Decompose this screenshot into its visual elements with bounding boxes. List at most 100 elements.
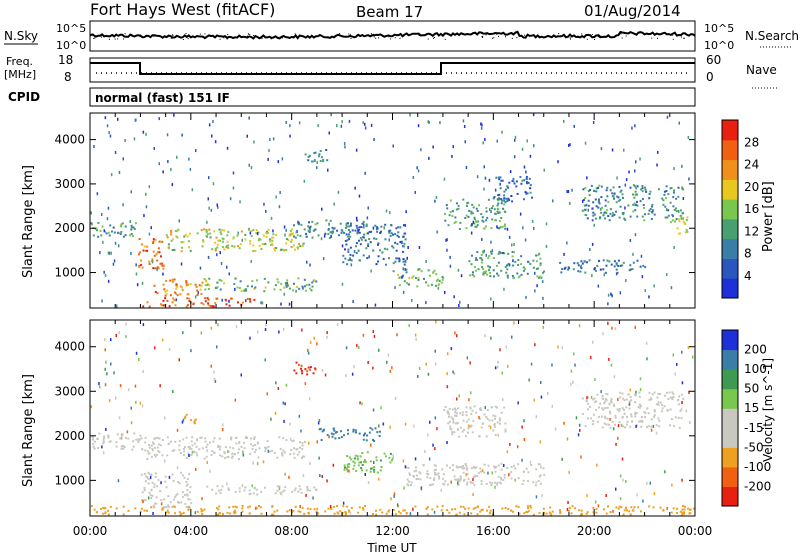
data-cell xyxy=(391,366,393,370)
data-cell xyxy=(394,286,396,290)
data-cell xyxy=(579,270,582,273)
noise-search-point xyxy=(384,35,386,37)
data-cell xyxy=(489,266,492,269)
data-cell xyxy=(604,217,606,220)
data-cell xyxy=(350,263,353,267)
data-cell xyxy=(316,222,319,225)
data-cell xyxy=(333,512,336,515)
data-cell xyxy=(210,454,213,456)
data-cell xyxy=(266,392,268,396)
data-cell xyxy=(345,505,348,508)
data-cell xyxy=(108,251,110,255)
data-cell xyxy=(498,419,501,422)
data-cell xyxy=(352,254,355,257)
data-cell xyxy=(328,131,330,135)
data-cell xyxy=(293,489,296,492)
data-cell xyxy=(455,513,458,516)
data-cell xyxy=(383,247,386,250)
noise-search-point xyxy=(558,33,560,35)
data-cell xyxy=(410,481,413,484)
data-cell xyxy=(615,268,618,271)
data-cell xyxy=(590,395,593,399)
data-cell xyxy=(299,510,302,513)
data-cell xyxy=(513,464,515,467)
data-cell xyxy=(151,449,154,452)
data-cell xyxy=(396,257,399,260)
data-cell xyxy=(622,513,625,516)
data-cell xyxy=(216,507,218,510)
data-cell xyxy=(174,229,177,232)
data-cell xyxy=(492,269,495,272)
data-cell xyxy=(374,224,377,227)
data-cell xyxy=(311,220,314,223)
data-cell xyxy=(580,509,583,512)
data-cell xyxy=(604,204,607,207)
data-cell xyxy=(404,422,407,426)
data-cell xyxy=(299,245,302,248)
data-cell xyxy=(600,196,603,199)
data-cell xyxy=(620,423,623,427)
data-cell xyxy=(235,436,238,439)
data-cell xyxy=(412,275,415,278)
data-cell xyxy=(170,239,173,242)
data-cell xyxy=(639,377,642,381)
data-cell xyxy=(499,422,501,425)
data-cell xyxy=(286,279,289,282)
data-cell xyxy=(118,170,121,174)
data-cell xyxy=(361,222,364,225)
data-cell xyxy=(457,481,459,485)
data-cell xyxy=(184,415,187,418)
data-cell xyxy=(599,216,602,219)
data-cell xyxy=(479,417,481,420)
data-cell xyxy=(617,436,619,440)
data-cell xyxy=(405,268,408,271)
data-cell xyxy=(349,257,351,260)
noise-search-point xyxy=(109,38,110,40)
colorbar-segment xyxy=(722,139,738,161)
data-cell xyxy=(592,420,595,422)
data-cell xyxy=(202,239,205,242)
data-cell xyxy=(417,124,420,128)
data-cell xyxy=(187,498,190,501)
nave-tick-top: 60 xyxy=(706,53,721,67)
data-cell xyxy=(417,169,420,173)
data-cell xyxy=(314,151,317,154)
data-cell xyxy=(618,216,621,219)
data-cell xyxy=(232,171,235,175)
data-cell xyxy=(107,279,110,283)
data-cell xyxy=(163,288,166,291)
data-cell xyxy=(290,240,293,243)
data-cell xyxy=(368,238,371,241)
data-cell xyxy=(687,346,690,350)
data-cell xyxy=(636,259,639,262)
data-cell xyxy=(298,485,301,488)
data-cell xyxy=(605,189,608,192)
data-cell xyxy=(587,204,590,207)
data-cell xyxy=(106,124,109,128)
data-cell xyxy=(583,204,586,207)
data-cell xyxy=(130,228,133,231)
noise-search-point xyxy=(226,38,228,40)
data-cell xyxy=(465,406,468,409)
data-cell xyxy=(346,225,349,228)
data-cell xyxy=(592,398,595,401)
data-cell xyxy=(269,450,272,453)
data-cell xyxy=(434,199,436,203)
data-cell xyxy=(275,195,277,199)
data-cell xyxy=(256,232,259,236)
data-cell xyxy=(599,268,602,271)
data-cell xyxy=(414,466,417,469)
data-cell xyxy=(159,490,162,493)
data-cell xyxy=(204,288,207,291)
data-cell xyxy=(529,187,532,190)
data-cell xyxy=(364,122,366,126)
data-cell xyxy=(362,508,365,511)
data-cell xyxy=(184,233,187,236)
data-cell xyxy=(641,215,644,218)
data-cell xyxy=(204,437,207,440)
data-cell xyxy=(174,440,177,443)
data-cell xyxy=(600,207,602,211)
colorbar-segment xyxy=(722,278,738,299)
data-cell xyxy=(311,285,314,288)
data-cell xyxy=(297,223,300,226)
